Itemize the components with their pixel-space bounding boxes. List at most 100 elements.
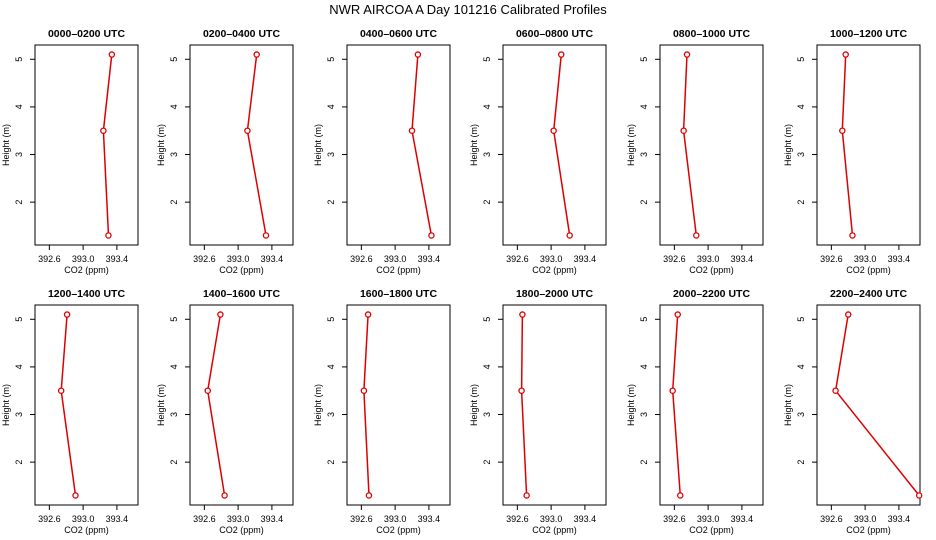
plot-frame xyxy=(346,304,451,506)
y-axis-label: Height (m) xyxy=(156,124,166,166)
x-tick-label: 393.0 xyxy=(384,254,407,264)
x-axis-label: CO2 (ppm) xyxy=(376,525,421,535)
y-tick-label: 2 xyxy=(169,200,179,205)
y-tick-label: 2 xyxy=(796,460,806,465)
y-tick-label: 4 xyxy=(482,104,492,109)
y-tick-label: 5 xyxy=(169,317,179,322)
data-point xyxy=(849,232,856,239)
x-tick-label: 393.0 xyxy=(72,514,95,524)
profile-line xyxy=(363,314,370,496)
x-tick-label: 393.4 xyxy=(261,254,284,264)
y-tick-label: 5 xyxy=(326,317,336,322)
x-tick-label: 392.6 xyxy=(820,254,843,264)
profile-line xyxy=(834,314,920,496)
y-axis-label: Height (m) xyxy=(1,124,11,166)
data-point xyxy=(57,387,65,394)
panel-title: 1000–1200 UTC xyxy=(830,28,907,40)
y-tick-label: 2 xyxy=(796,200,806,205)
y-tick-label: 5 xyxy=(326,57,336,62)
data-point xyxy=(365,492,373,499)
x-axis-label: CO2 (ppm) xyxy=(376,265,421,275)
panel-title: 0400–0600 UTC xyxy=(360,28,437,40)
plot-frame xyxy=(659,44,764,246)
y-tick-label: 5 xyxy=(482,57,492,62)
data-point xyxy=(360,387,368,394)
profile-line xyxy=(60,314,77,496)
x-axis-label: CO2 (ppm) xyxy=(532,265,577,275)
data-point xyxy=(550,127,557,134)
plot-frame xyxy=(34,44,139,246)
panel-title: 1800–2000 UTC xyxy=(516,288,593,300)
plot-frame xyxy=(346,44,451,246)
data-point xyxy=(842,51,849,58)
y-tick-label: 3 xyxy=(482,152,492,157)
x-tick-label: 392.6 xyxy=(38,254,61,264)
panel-title: 2000–2200 UTC xyxy=(673,288,750,300)
data-point xyxy=(72,492,79,499)
y-axis-label: Height (m) xyxy=(783,124,793,166)
y-tick-label: 3 xyxy=(14,152,24,157)
data-point xyxy=(669,387,676,394)
data-point xyxy=(674,311,681,318)
y-tick-label: 4 xyxy=(326,104,336,109)
y-tick-label: 5 xyxy=(169,57,179,62)
y-tick-label: 2 xyxy=(639,460,649,465)
y-tick-label: 5 xyxy=(796,317,806,322)
y-axis-label: Height (m) xyxy=(626,384,636,426)
plot-frame xyxy=(34,304,139,506)
x-axis-label: CO2 (ppm) xyxy=(64,265,109,275)
x-tick-label: 393.4 xyxy=(106,254,129,264)
profile-line xyxy=(206,314,226,496)
profile-line xyxy=(682,54,698,236)
figure-title: NWR AIRCOA A Day 101216 Calibrated Profi… xyxy=(329,2,607,17)
x-axis-label: CO2 (ppm) xyxy=(689,265,734,275)
x-tick-label: 393.0 xyxy=(72,254,95,264)
panel-title: 2200–2400 UTC xyxy=(830,288,907,300)
data-point xyxy=(915,492,923,499)
y-tick-label: 5 xyxy=(14,317,24,322)
y-tick-label: 4 xyxy=(14,104,24,109)
data-point xyxy=(63,311,71,318)
y-tick-label: 4 xyxy=(796,364,806,369)
panel-title: 1400–1600 UTC xyxy=(203,288,280,300)
y-tick-label: 5 xyxy=(14,57,24,62)
y-tick-label: 4 xyxy=(482,364,492,369)
y-tick-label: 3 xyxy=(326,412,336,417)
data-point xyxy=(253,51,260,58)
plot-frame xyxy=(816,304,921,506)
x-axis-label: CO2 (ppm) xyxy=(689,525,734,535)
data-point xyxy=(693,232,700,239)
y-tick-label: 2 xyxy=(326,460,336,465)
data-point xyxy=(204,387,211,394)
x-tick-label: 393.0 xyxy=(227,254,250,264)
profile-line xyxy=(520,314,528,496)
profile-line xyxy=(411,54,433,236)
data-point xyxy=(221,492,228,499)
x-tick-label: 392.6 xyxy=(193,254,216,264)
y-axis-label: Height (m) xyxy=(626,124,636,166)
profile-line xyxy=(671,314,682,496)
y-tick-label: 3 xyxy=(639,412,649,417)
y-tick-label: 3 xyxy=(796,412,806,417)
profile-line xyxy=(102,54,113,236)
profile-line xyxy=(841,54,854,236)
y-tick-label: 3 xyxy=(482,412,492,417)
x-tick-label: 393.0 xyxy=(697,254,720,264)
panel-title: 1600–1800 UTC xyxy=(360,288,437,300)
data-point xyxy=(262,232,270,239)
data-point xyxy=(364,311,372,318)
x-tick-label: 392.6 xyxy=(820,514,843,524)
x-axis-label: CO2 (ppm) xyxy=(846,525,891,535)
y-tick-label: 3 xyxy=(14,412,24,417)
y-tick-label: 4 xyxy=(639,364,649,369)
x-tick-label: 393.4 xyxy=(106,514,129,524)
y-tick-label: 4 xyxy=(169,104,179,109)
y-tick-label: 3 xyxy=(796,152,806,157)
